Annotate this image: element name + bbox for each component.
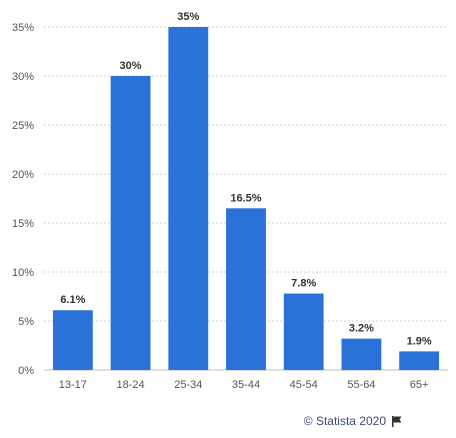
credit-text[interactable]: © Statista 2020 [303,414,386,428]
bar-chart: 0% 5% 10% 15% 20% 25% 30% 35% 6.1% 30% 35% 16.5% 7.… [12,11,448,391]
data-labels: 6.1% 30% 35% 16.5% 7.8% 3.2% 1.9% [60,11,432,347]
bar[interactable] [52,310,93,370]
bar[interactable] [341,338,382,370]
y-tick-label: 15% [12,218,34,230]
y-tick-label: 10% [12,267,34,279]
x-tick-label: 25-34 [174,379,202,391]
x-tick-label: 55-64 [347,379,375,391]
data-label: 3.2% [349,323,374,335]
footer: © Statista 2020 [304,414,402,428]
y-tick-label: 5% [18,316,34,328]
x-tick-label: 13-17 [59,379,87,391]
bars [52,27,440,370]
x-tick-label: 18-24 [117,379,145,391]
data-label: 1.9% [407,335,432,347]
flag-icon[interactable] [392,415,402,427]
data-label: 7.8% [291,278,316,290]
x-tick-label: 65+ [410,379,429,391]
data-label: 6.1% [60,294,85,306]
y-tick-label: 35% [12,22,34,34]
bar[interactable] [110,76,151,370]
bar[interactable] [399,351,440,370]
data-label: 30% [120,60,142,72]
data-label: 35% [177,11,199,23]
y-tick-label: 25% [12,120,34,132]
bar[interactable] [283,293,324,370]
y-tick-label: 20% [12,169,34,181]
bar[interactable] [226,208,266,370]
x-tick-label: 45-54 [290,379,318,391]
data-label: 16.5% [230,192,261,204]
x-tick-label: 35-44 [232,379,260,391]
y-tick-label: 0% [18,365,34,377]
bar[interactable] [168,27,209,370]
y-tick-label: 30% [12,71,34,83]
x-axis-ticks: 13-17 18-24 25-34 35-44 45-54 55-64 65+ [59,379,429,391]
y-axis-ticks: 0% 5% 10% 15% 20% 25% 30% 35% [12,22,34,377]
